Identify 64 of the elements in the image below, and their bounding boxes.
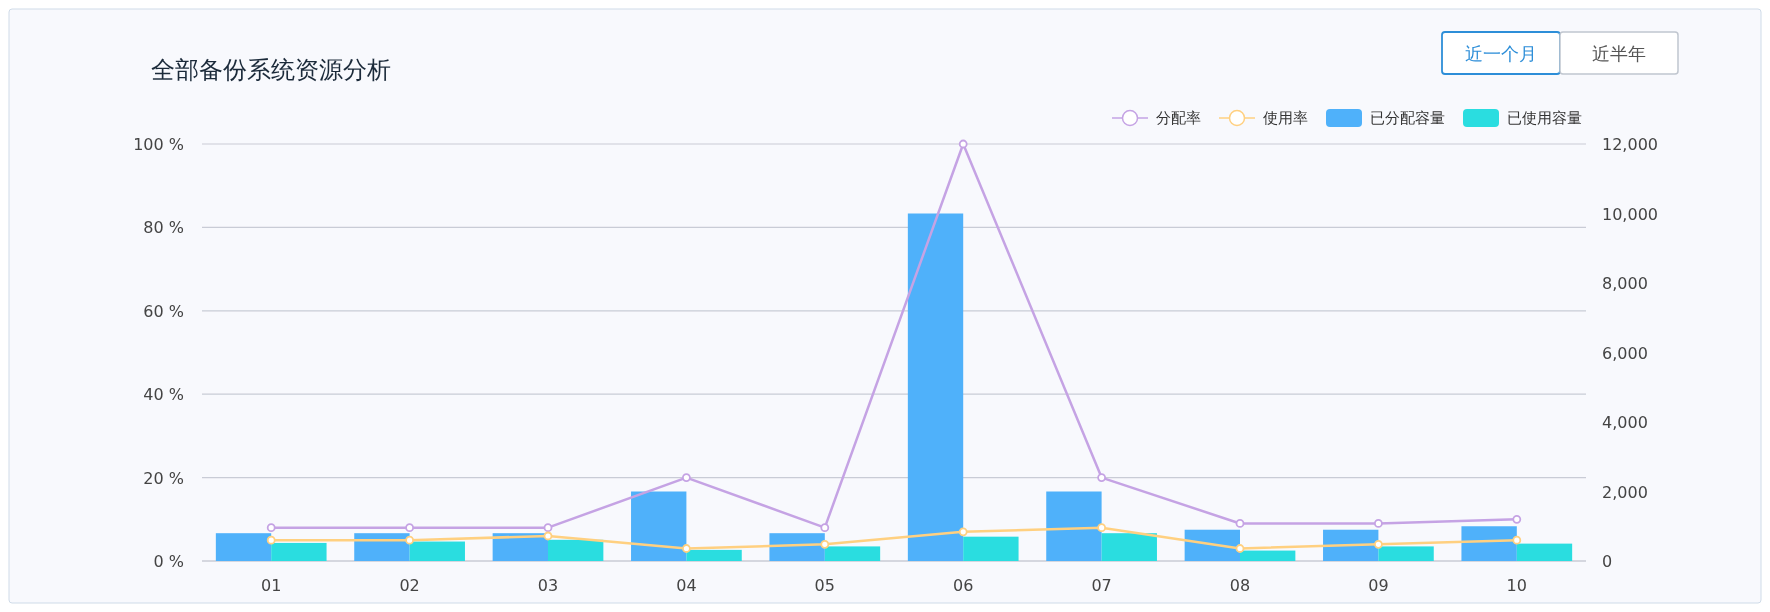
bar	[354, 533, 410, 561]
y-tick-label: 40 %	[143, 385, 184, 405]
legend-label: 已使用容量	[1507, 109, 1582, 127]
legend-label: 使用率	[1263, 109, 1308, 127]
x-tick-label: 05	[814, 576, 835, 595]
y2-tick-label: 0	[1602, 552, 1613, 571]
x-tick-label: 03	[537, 576, 559, 595]
x-tick-label: 06	[953, 576, 974, 595]
point	[1512, 514, 1522, 524]
point	[405, 535, 414, 545]
x-tick-label: 09	[1368, 576, 1389, 595]
point	[266, 523, 276, 533]
point	[1374, 539, 1383, 549]
x-tick-label: 04	[676, 576, 697, 595]
y-tick-label: 20 %	[143, 468, 184, 488]
point	[266, 535, 276, 545]
y2-tick-label: 6,000	[1602, 343, 1648, 363]
bar	[631, 491, 687, 561]
bar	[907, 213, 964, 561]
y-tick-label: 0 %	[153, 552, 184, 571]
point	[543, 531, 553, 541]
point	[820, 523, 830, 533]
bar	[963, 536, 1019, 561]
y-tick-label: 100 %	[133, 135, 184, 154]
point	[405, 523, 414, 533]
x-tick-label: 02	[399, 576, 420, 595]
y2-tick-label: 2,000	[1602, 482, 1648, 502]
bar	[548, 539, 604, 561]
bar	[1378, 546, 1434, 561]
point	[958, 139, 968, 149]
legend-label: 已分配容量	[1370, 109, 1445, 127]
legend-label: 分配率	[1156, 109, 1201, 127]
bar	[409, 541, 465, 561]
point	[682, 473, 691, 482]
bar	[686, 549, 742, 561]
bar	[271, 542, 327, 561]
bar	[215, 533, 272, 561]
chart-title: 全部备份系统资源分析	[151, 56, 391, 84]
y2-tick-label: 8,000	[1602, 274, 1648, 293]
bar	[1461, 526, 1517, 561]
point	[1097, 523, 1106, 533]
point	[1512, 535, 1522, 545]
x-tick-label: 10	[1506, 576, 1527, 595]
point	[1097, 473, 1106, 482]
y-tick-label: 80 %	[143, 218, 184, 238]
point	[1374, 519, 1383, 528]
bar	[824, 546, 881, 561]
bar	[1101, 533, 1157, 561]
x-tick-label: 07	[1091, 576, 1112, 595]
bar	[1516, 543, 1573, 561]
bar	[1046, 491, 1102, 561]
x-tick-label: 01	[261, 576, 282, 595]
point	[1235, 544, 1245, 553]
point	[543, 523, 553, 533]
point	[820, 539, 830, 549]
y2-tick-label: 12,000	[1602, 135, 1658, 154]
x-tick-label: 08	[1229, 576, 1251, 595]
y-tick-label: 60 %	[143, 301, 184, 321]
bar	[1240, 550, 1296, 561]
point	[682, 544, 691, 553]
point	[1235, 519, 1245, 528]
y2-tick-label: 4,000	[1602, 413, 1648, 432]
point	[958, 527, 968, 537]
y2-tick-label: 10,000	[1602, 204, 1658, 224]
